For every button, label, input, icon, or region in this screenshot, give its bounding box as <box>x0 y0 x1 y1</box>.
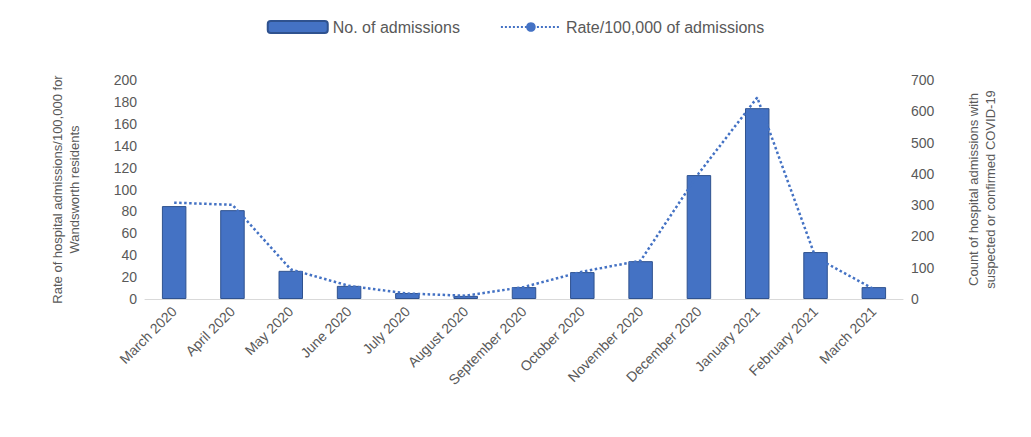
svg-text:Count of hospital admissions w: Count of hospital admissions with <box>966 93 981 286</box>
svg-text:120: 120 <box>114 160 138 176</box>
svg-text:60: 60 <box>121 225 137 241</box>
svg-text:160: 160 <box>114 116 138 132</box>
svg-text:500: 500 <box>911 135 935 151</box>
svg-text:No. of admissions: No. of admissions <box>333 19 460 36</box>
svg-text:January 2021: January 2021 <box>691 303 763 375</box>
svg-text:200: 200 <box>114 72 138 88</box>
svg-text:200: 200 <box>911 228 935 244</box>
svg-text:September 2020: September 2020 <box>445 303 530 388</box>
svg-text:140: 140 <box>114 138 138 154</box>
svg-text:Rate of hospital admissions/10: Rate of hospital admissions/100,000 for <box>50 75 65 304</box>
svg-text:600: 600 <box>911 103 935 119</box>
svg-text:August 2020: August 2020 <box>404 303 472 371</box>
svg-text:October 2020: October 2020 <box>516 303 588 375</box>
svg-text:80: 80 <box>121 203 137 219</box>
svg-text:March 2021: March 2021 <box>816 303 880 367</box>
svg-text:June 2020: June 2020 <box>297 303 355 361</box>
svg-text:December 2020: December 2020 <box>623 303 705 385</box>
svg-text:Rate/100,000 of admissions: Rate/100,000 of admissions <box>566 19 764 36</box>
svg-text:0: 0 <box>129 291 137 307</box>
svg-text:April 2020: April 2020 <box>182 303 238 359</box>
svg-text:20: 20 <box>121 269 137 285</box>
svg-text:40: 40 <box>121 247 137 263</box>
svg-text:300: 300 <box>911 197 935 213</box>
svg-text:May 2020: May 2020 <box>242 303 297 358</box>
svg-text:100: 100 <box>911 260 935 276</box>
svg-text:February 2021: February 2021 <box>746 303 822 379</box>
svg-text:100: 100 <box>114 182 138 198</box>
svg-text:November 2020: November 2020 <box>564 303 647 385</box>
svg-text:suspected or confirmed COVID-1: suspected or confirmed COVID-19 <box>983 90 998 289</box>
svg-text:180: 180 <box>114 94 138 110</box>
svg-text:0: 0 <box>911 291 919 307</box>
svg-text:Wandsworth residents: Wandsworth residents <box>67 125 82 254</box>
svg-text:700: 700 <box>911 72 935 88</box>
svg-text:March 2020: March 2020 <box>116 303 180 367</box>
svg-text:July 2020: July 2020 <box>359 303 413 357</box>
svg-text:400: 400 <box>911 166 935 182</box>
